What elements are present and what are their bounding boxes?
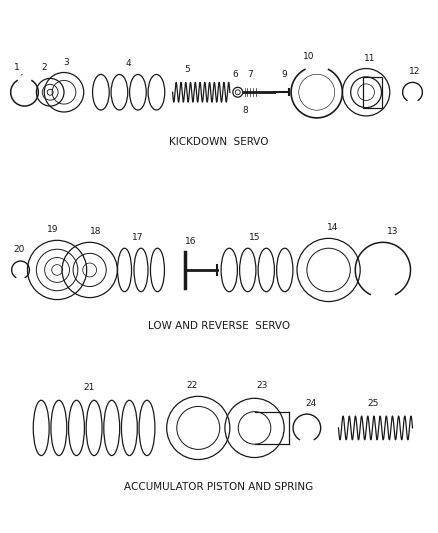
Text: 20: 20 <box>13 245 24 254</box>
Text: 10: 10 <box>303 52 314 61</box>
Text: 22: 22 <box>187 382 198 390</box>
Text: 8: 8 <box>243 106 248 115</box>
Text: KICKDOWN  SERVO: KICKDOWN SERVO <box>169 136 269 147</box>
Text: 19: 19 <box>47 225 59 235</box>
Text: LOW AND REVERSE  SERVO: LOW AND REVERSE SERVO <box>148 321 290 332</box>
Text: 11: 11 <box>364 54 376 62</box>
Text: ACCUMULATOR PISTON AND SPRING: ACCUMULATOR PISTON AND SPRING <box>124 482 314 492</box>
Text: 17: 17 <box>132 233 144 243</box>
Text: 24: 24 <box>305 399 316 408</box>
Bar <box>363 77 382 108</box>
Text: 13: 13 <box>387 228 399 237</box>
Text: 16: 16 <box>185 237 196 246</box>
Text: 21: 21 <box>83 383 94 392</box>
Text: 2: 2 <box>42 63 47 72</box>
Text: 23: 23 <box>257 382 268 390</box>
Text: 6: 6 <box>232 70 238 79</box>
Text: 9: 9 <box>281 70 287 79</box>
Text: 1: 1 <box>14 63 19 72</box>
Text: 4: 4 <box>126 59 131 68</box>
Text: 12: 12 <box>409 68 420 76</box>
Text: 15: 15 <box>249 233 260 243</box>
Text: 18: 18 <box>90 228 101 237</box>
Text: 5: 5 <box>184 66 190 75</box>
Text: 3: 3 <box>63 58 69 67</box>
Text: 7: 7 <box>247 70 252 79</box>
Text: 14: 14 <box>327 223 338 232</box>
Text: 25: 25 <box>367 399 379 408</box>
